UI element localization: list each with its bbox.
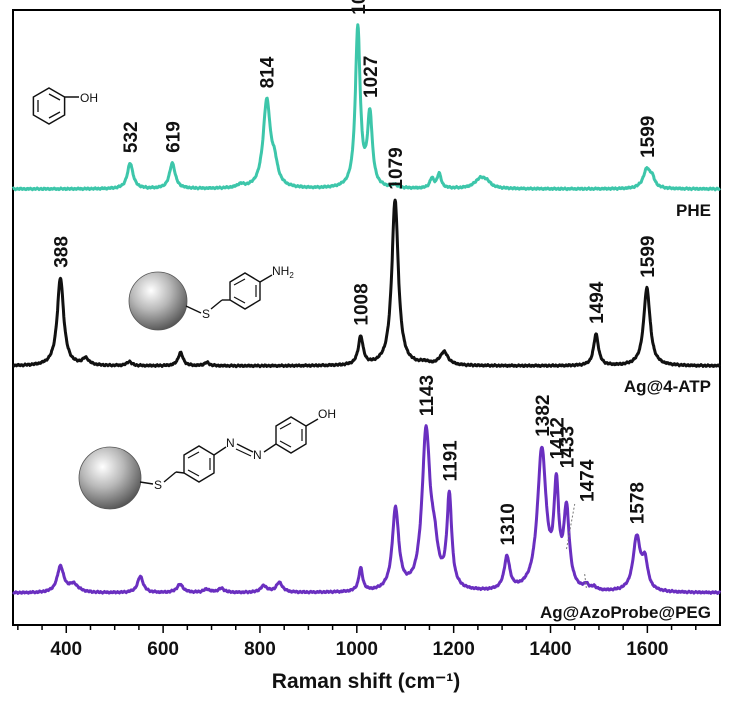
x-axis-title: Raman shift (cm⁻¹) xyxy=(272,670,460,693)
peak-label: 1008 xyxy=(352,283,373,325)
peak-label: 1494 xyxy=(587,281,608,324)
peak-label: 1002 xyxy=(349,0,370,15)
peak-label-layer: PHE 532 619 814 1002 1027 1599 Ag@4-ATP 388 1008 1… xyxy=(52,0,712,622)
x-tick-label: 1200 xyxy=(433,639,475,660)
peak-label: 1599 xyxy=(638,236,659,278)
peak-label: 1079 xyxy=(386,147,407,189)
peak-label: 1578 xyxy=(628,482,649,524)
ag-nanoparticle-atp-icon: S NH2 xyxy=(128,264,294,331)
peak-label: 1191 xyxy=(440,440,461,482)
series-line-phe xyxy=(11,23,721,192)
series-name-label: Ag@4-ATP xyxy=(624,377,711,396)
peak-leader-line xyxy=(583,571,587,589)
peak-label: 619 xyxy=(163,121,184,153)
series-name-label: PHE xyxy=(676,201,711,220)
series-line-ag-azoprobe-peg xyxy=(12,424,722,595)
peak-label: 1310 xyxy=(498,503,519,545)
peak-label: 1474 xyxy=(577,459,598,502)
ag-nanoparticle-azoprobe-icon: S N N OH xyxy=(78,407,336,510)
x-tick-label: 400 xyxy=(50,639,82,660)
azo-oh-label: OH xyxy=(318,407,336,421)
azo-n1-label: N xyxy=(226,436,235,450)
phenol-oh-label: OH xyxy=(80,91,98,105)
x-tick-label: 800 xyxy=(244,639,276,660)
peak-label: 388 xyxy=(52,236,73,268)
x-axis: 400 600 800 1000 1200 1400 1600 xyxy=(17,625,697,660)
series-layer xyxy=(11,23,722,595)
phenol-structure-icon: OH xyxy=(32,87,98,125)
azo-sulfur-label: S xyxy=(154,478,162,492)
x-tick-label: 1000 xyxy=(336,639,378,660)
plot-frame xyxy=(12,9,721,626)
peak-label: 1433 xyxy=(558,426,579,468)
azo-n2-label: N xyxy=(253,448,262,462)
x-tick-label: 1400 xyxy=(529,639,571,660)
x-tick-label: 600 xyxy=(147,639,179,660)
peak-label: 814 xyxy=(258,56,279,88)
series-name-label: Ag@AzoProbe@PEG xyxy=(540,603,711,622)
series-line-ag-4-atp xyxy=(12,198,721,369)
peak-label: 532 xyxy=(121,121,142,153)
peak-label: 1599 xyxy=(638,116,659,158)
peak-label: 1027 xyxy=(361,56,382,98)
atp-amine-label: NH2 xyxy=(272,264,294,280)
peak-label: 1382 xyxy=(533,395,554,437)
peak-label: 1412 xyxy=(547,417,568,459)
x-tick-label: 1600 xyxy=(626,639,668,660)
peak-label: 1143 xyxy=(417,375,438,416)
atp-sulfur-label: S xyxy=(202,307,210,321)
